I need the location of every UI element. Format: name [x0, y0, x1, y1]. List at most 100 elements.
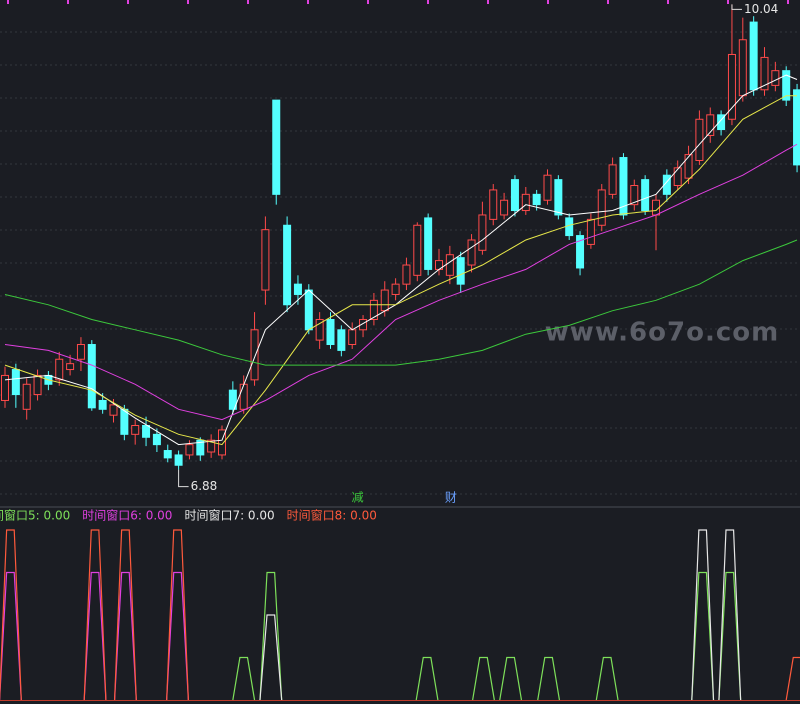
candle-body — [793, 89, 800, 166]
pulse — [499, 656, 523, 701]
candle-body — [109, 404, 118, 416]
candle-body — [532, 193, 541, 206]
pulse — [785, 656, 800, 701]
legend-entry: 时间窗口7: 0.00 — [184, 509, 274, 523]
candle-body — [760, 56, 769, 91]
pulse — [691, 529, 715, 701]
watermark: www.6o7o.com — [545, 318, 779, 348]
candle-body — [120, 408, 129, 435]
candle-body — [55, 358, 64, 381]
candle-body — [228, 389, 237, 410]
pulse — [232, 656, 256, 701]
moving-average — [4, 95, 797, 446]
candle-body — [359, 318, 368, 331]
candle-body — [500, 199, 509, 216]
pulse — [259, 614, 283, 701]
candle-body — [673, 167, 682, 187]
candle-body — [586, 218, 595, 245]
candle-body — [196, 439, 205, 456]
candle-body — [510, 179, 519, 212]
candle-body — [131, 424, 140, 435]
candle-body — [402, 264, 411, 285]
candle-body — [152, 433, 161, 446]
candle-body — [749, 21, 758, 91]
pulse — [472, 656, 495, 701]
candle-body — [218, 429, 226, 456]
candle-body — [576, 235, 585, 269]
extreme-label: 6.88 — [191, 479, 218, 493]
candle-body — [662, 174, 671, 195]
legend-entry: 时间窗口6: 0.00 — [82, 509, 172, 523]
signal-mark: 减 — [352, 491, 364, 505]
pulse — [113, 529, 137, 701]
candle-body — [185, 444, 194, 456]
candle-body — [11, 369, 20, 396]
candle-body — [250, 329, 259, 381]
candle-body — [521, 193, 530, 212]
pulse — [691, 571, 715, 701]
candle-body — [163, 450, 172, 459]
pulse — [259, 571, 283, 701]
candle-body — [348, 329, 357, 346]
candle-body — [261, 229, 270, 291]
candle-body — [239, 383, 248, 410]
candle-body — [272, 99, 281, 195]
candle-body — [619, 157, 628, 216]
candle-body — [380, 289, 389, 312]
candle-body — [706, 114, 715, 136]
pulse — [0, 529, 22, 701]
candle-body — [369, 299, 378, 320]
candle-body — [98, 399, 107, 410]
pulse — [83, 529, 107, 701]
candle-body — [489, 189, 498, 220]
candle-body — [630, 185, 639, 206]
candle-body — [543, 174, 552, 201]
annotation-pointer — [178, 469, 189, 488]
candle-body — [413, 224, 422, 276]
pulse — [166, 529, 189, 701]
annotation-pointer — [731, 4, 742, 10]
candle-body — [315, 318, 324, 341]
candle-body — [66, 363, 75, 371]
candle-body — [695, 118, 704, 161]
pulse — [537, 656, 561, 701]
candle-body — [391, 283, 400, 295]
pulse — [113, 571, 137, 701]
candle-body — [445, 254, 454, 276]
moving-average — [4, 239, 798, 366]
candle-body — [283, 224, 292, 306]
candle-body — [456, 257, 465, 285]
candle-body — [1, 374, 9, 401]
candle-body — [608, 164, 617, 195]
candle-body — [782, 70, 791, 101]
pulse — [166, 571, 189, 701]
candle-body — [565, 217, 574, 237]
candle-body — [142, 424, 151, 438]
candle-body — [22, 383, 31, 410]
candle-body — [87, 344, 96, 409]
signal-mark: 财 — [445, 491, 457, 505]
candle-body — [424, 217, 433, 270]
candle-body — [326, 318, 335, 346]
candle-body — [738, 39, 747, 97]
candle-body — [207, 439, 216, 453]
candle-body — [597, 189, 606, 226]
moving-average — [4, 74, 798, 446]
candle-body — [478, 214, 487, 251]
pulse — [0, 571, 22, 701]
pulse — [595, 656, 619, 701]
candle-body — [717, 114, 726, 131]
moving-average — [4, 143, 798, 421]
candle-body — [554, 179, 563, 216]
legend-entry: 时间窗口8: 0.00 — [287, 509, 377, 523]
pulse — [718, 571, 742, 701]
candle-body — [304, 289, 313, 331]
candle-body — [174, 454, 183, 466]
candle-body — [33, 374, 42, 396]
pulse — [83, 571, 107, 701]
candle-body — [76, 344, 85, 360]
candle-body — [771, 70, 780, 86]
pulse — [415, 656, 439, 701]
candle-body — [684, 154, 693, 179]
